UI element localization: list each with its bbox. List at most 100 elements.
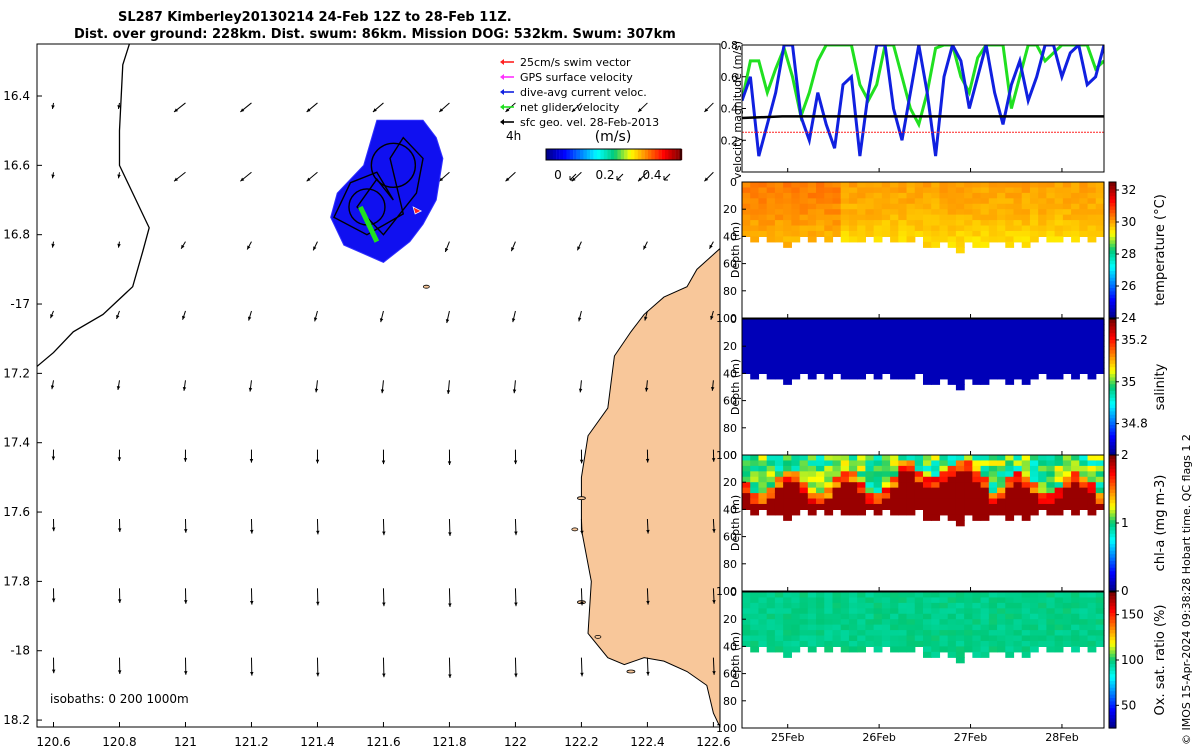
profile-cell xyxy=(1013,220,1023,227)
profile-cell xyxy=(947,220,957,227)
profile-cell xyxy=(1038,482,1048,489)
profile-cell xyxy=(923,651,932,658)
colorbar-tick-label: 150 xyxy=(1121,608,1144,622)
map-colorbar-cell xyxy=(624,149,628,160)
profile-cell xyxy=(807,640,817,647)
velocity-y-tick-label: 0.6 xyxy=(721,71,739,84)
profile-cell xyxy=(964,619,973,626)
profile-cell xyxy=(980,335,990,342)
profile-cell xyxy=(988,624,998,631)
profile-cell xyxy=(1054,324,1064,331)
profile-cell xyxy=(857,182,867,189)
profile-cell xyxy=(1071,624,1080,631)
profile-cell xyxy=(766,503,776,510)
colorbar-cell xyxy=(1109,677,1116,681)
profile-cell xyxy=(873,209,883,216)
profile-cell xyxy=(906,460,916,467)
current-vector-head xyxy=(117,174,121,179)
profile-cell xyxy=(980,241,990,248)
profile-cell xyxy=(939,329,949,336)
profile-cell xyxy=(873,220,883,227)
profile-cell xyxy=(980,635,990,642)
current-vector-head xyxy=(448,603,452,607)
profile-cell xyxy=(980,378,990,385)
colorbar-cell xyxy=(1109,229,1116,234)
profile-cell xyxy=(931,324,941,331)
profile-cell xyxy=(980,619,990,626)
profile-cell xyxy=(848,362,858,369)
profile-cell xyxy=(1029,203,1039,210)
colorbar-cell xyxy=(1109,475,1116,480)
profile-cell xyxy=(774,182,784,189)
profile-cell xyxy=(1054,373,1064,380)
profile-cell xyxy=(881,455,891,462)
profile-cell xyxy=(1054,460,1064,467)
profile-cell xyxy=(955,335,965,342)
profile-cell xyxy=(758,630,768,637)
profile-cell xyxy=(890,630,899,637)
profile-cell xyxy=(1095,329,1105,336)
profile-cell xyxy=(857,471,867,478)
profile-cell xyxy=(939,351,949,358)
profile-cell xyxy=(766,209,776,216)
profile-cell xyxy=(931,503,941,510)
profile-cell xyxy=(857,209,867,216)
colorbar-cell xyxy=(1109,421,1116,425)
profile-cell xyxy=(972,635,982,642)
profile-cell xyxy=(774,373,784,380)
profile-cell xyxy=(914,630,924,637)
profile-cell xyxy=(1087,619,1097,626)
profile-cell xyxy=(865,220,875,227)
profile-cell xyxy=(1046,476,1056,483)
profile-cell xyxy=(947,602,957,609)
profile-cell xyxy=(881,230,891,237)
profile-cell xyxy=(774,187,784,194)
current-vector-head xyxy=(51,527,56,532)
map-colorbar-cell xyxy=(569,149,574,160)
profile-cell xyxy=(865,460,875,467)
current-vector-head xyxy=(51,174,55,179)
profile-cell xyxy=(881,493,891,500)
profile-cell xyxy=(758,192,768,199)
profile-cell xyxy=(988,630,998,637)
profile-cell xyxy=(898,640,908,647)
profile-cell xyxy=(758,597,768,604)
profile-cell xyxy=(1079,482,1089,489)
profile-cell xyxy=(890,455,899,462)
profile-cell xyxy=(783,335,792,342)
profile-cell xyxy=(1095,602,1105,609)
profile-cell xyxy=(742,630,751,637)
profile-cell xyxy=(840,482,850,489)
profile-cell xyxy=(824,362,834,369)
profile-cell xyxy=(832,209,842,216)
profile-cell xyxy=(972,640,982,647)
profile-cell xyxy=(1071,324,1080,331)
profile-cell xyxy=(1021,493,1031,500)
map-area xyxy=(37,44,720,727)
current-vector-head xyxy=(249,458,254,463)
profile-cell xyxy=(947,514,957,521)
profile-cell xyxy=(906,619,916,626)
profile-cell xyxy=(1087,487,1097,494)
profile-cell xyxy=(840,640,850,647)
profile-cell xyxy=(783,640,792,647)
profile-cell xyxy=(742,482,751,489)
profile-cell xyxy=(1087,203,1097,210)
profile-cell xyxy=(857,498,867,505)
profile-cell xyxy=(1087,324,1097,331)
profile-cell xyxy=(873,230,883,237)
profile-cell xyxy=(980,503,990,510)
profile-cell xyxy=(931,340,941,347)
colorbar-cell xyxy=(1109,373,1116,378)
profile-cell xyxy=(955,340,965,347)
profile-cell xyxy=(816,465,825,472)
profile-cell xyxy=(988,619,998,626)
profile-cell xyxy=(1087,362,1097,369)
profile-cell xyxy=(931,182,941,189)
profile-cell xyxy=(873,319,883,326)
profile-cell xyxy=(840,187,850,194)
colorbar-cell xyxy=(1109,182,1116,186)
profile-cell xyxy=(923,241,932,248)
profile-cell xyxy=(997,465,1006,472)
profile-cell xyxy=(783,592,792,599)
